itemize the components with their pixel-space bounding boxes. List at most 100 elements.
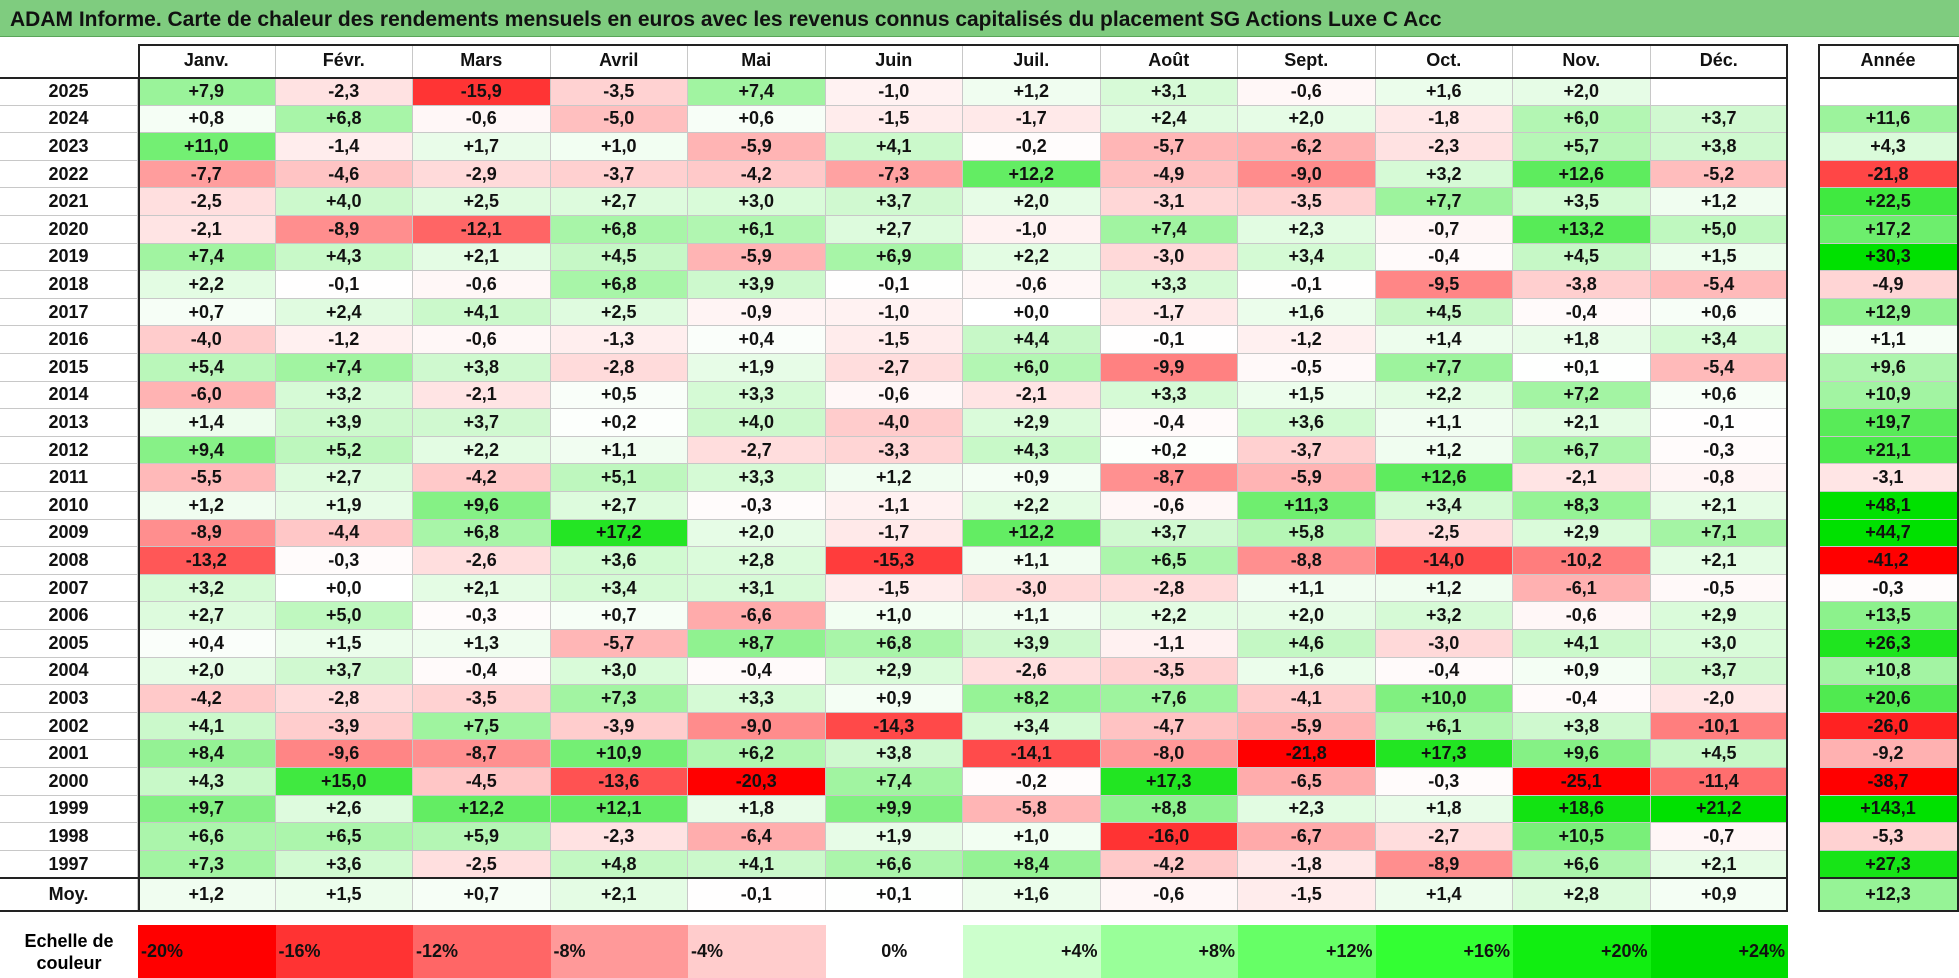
row-year-label: 2023	[0, 133, 138, 161]
heat-cell: -0,4	[1100, 409, 1238, 437]
heat-cell: -8,9	[1375, 850, 1513, 879]
heat-cell: +1,5	[275, 630, 413, 658]
heat-cell: +2,3	[1238, 795, 1376, 824]
annual-cell: +19,7	[1818, 409, 1959, 437]
heat-cell: +0,6	[1650, 381, 1788, 410]
heat-cell: -7,7	[138, 160, 276, 189]
color-scale-stop: 0%	[825, 925, 963, 978]
heat-cell: -12,1	[413, 216, 551, 244]
heat-cell: -1,1	[1100, 630, 1238, 658]
heat-cell: -0,4	[1375, 657, 1513, 686]
annual-cell: -26,0	[1818, 712, 1959, 741]
heat-cell: +4,3	[138, 768, 276, 796]
row-year-label: 2010	[0, 492, 138, 520]
average-cell: -0,6	[1100, 878, 1238, 912]
heat-cell: +3,7	[275, 657, 413, 686]
heat-cell: -14,1	[963, 740, 1101, 768]
heat-cell: +1,6	[1375, 78, 1513, 106]
heat-cell: +6,8	[413, 519, 551, 548]
heat-cell: +2,4	[275, 298, 413, 327]
heat-cell: -0,7	[1375, 216, 1513, 244]
heat-cell: +4,3	[275, 243, 413, 272]
heat-cell: +0,4	[138, 630, 276, 658]
heat-cell: +9,7	[138, 795, 276, 824]
heat-cell: -6,0	[138, 381, 276, 410]
heat-cell: +7,4	[825, 768, 963, 796]
heat-cell: +4,3	[963, 436, 1101, 465]
heat-cell: -3,0	[1375, 630, 1513, 658]
heat-cell: +1,9	[275, 492, 413, 520]
heat-cell: +6,1	[1375, 712, 1513, 741]
heat-cell: -4,6	[275, 160, 413, 189]
column-header: Mai	[688, 44, 826, 78]
title-bar: ADAM Informe. Carte de chaleur des rende…	[0, 0, 1959, 37]
heat-cell: +6,5	[275, 823, 413, 851]
column-header: Juil.	[963, 44, 1101, 78]
heat-cell: -3,9	[275, 712, 413, 741]
heat-cell: +2,7	[275, 464, 413, 492]
annual-cell: +4,3	[1818, 133, 1959, 161]
heat-cell: +3,3	[1100, 271, 1238, 299]
heat-cell: -2,0	[1650, 685, 1788, 713]
heat-cell: -0,6	[1100, 492, 1238, 520]
row-year-label: 2019	[0, 243, 138, 272]
heat-cell: +1,2	[1375, 574, 1513, 603]
header-divider-annual	[1818, 77, 1959, 79]
average-cell: +2,8	[1513, 878, 1651, 912]
heat-cell: -5,9	[1238, 464, 1376, 492]
heat-cell: +0,9	[963, 464, 1101, 492]
heat-cell: -2,8	[1100, 574, 1238, 603]
heat-cell: -0,4	[413, 657, 551, 686]
heat-cell: -1,8	[1375, 105, 1513, 134]
heat-cell: -2,7	[825, 354, 963, 382]
heat-cell: -5,2	[1650, 160, 1788, 189]
heat-cell: -9,9	[1100, 354, 1238, 382]
row-year-label: 2022	[0, 160, 138, 189]
heat-cell: +7,7	[1375, 188, 1513, 216]
annual-cell: +9,6	[1818, 354, 1959, 382]
heat-cell: -3,3	[825, 436, 963, 465]
row-year-label: 2013	[0, 409, 138, 437]
heat-cell: -5,4	[1650, 354, 1788, 382]
annual-cell: +13,5	[1818, 602, 1959, 630]
heat-cell: -0,3	[1650, 436, 1788, 465]
row-year-label: 2024	[0, 105, 138, 134]
heat-cell: +3,4	[550, 574, 688, 603]
heat-cell: -2,1	[138, 216, 276, 244]
heat-cell: -1,5	[825, 105, 963, 134]
heat-cell: -2,3	[550, 823, 688, 851]
row-year-label: 2005	[0, 630, 138, 658]
heat-cell: -3,5	[413, 685, 551, 713]
heat-cell: -1,7	[1100, 298, 1238, 327]
heat-cell: +4,5	[1375, 298, 1513, 327]
heat-cell: +1,9	[688, 354, 826, 382]
heat-cell: +5,7	[1513, 133, 1651, 161]
heat-cell: +0,7	[550, 602, 688, 630]
heat-cell: +1,7	[413, 133, 551, 161]
heat-cell: +3,3	[688, 381, 826, 410]
heat-cell: +7,4	[1100, 216, 1238, 244]
heat-cell: +3,2	[1375, 602, 1513, 630]
heat-cell: +12,6	[1513, 160, 1651, 189]
annual-cell: +44,7	[1818, 519, 1959, 548]
heat-cell: +6,0	[963, 354, 1101, 382]
heat-cell: -0,9	[688, 298, 826, 327]
heat-cell: -1,0	[825, 78, 963, 106]
annual-cell: +17,2	[1818, 216, 1959, 244]
heat-cell: +3,7	[1650, 105, 1788, 134]
heat-cell: +3,4	[963, 712, 1101, 741]
heat-cell: +2,0	[1238, 105, 1376, 134]
heat-cell: +3,3	[1100, 381, 1238, 410]
heat-cell: -6,7	[1238, 823, 1376, 851]
average-cell: +1,2	[138, 878, 276, 912]
color-scale-stop: +16%	[1375, 925, 1513, 978]
heat-cell: -4,2	[413, 464, 551, 492]
heat-cell: +7,5	[413, 712, 551, 741]
row-year-label: 2011	[0, 464, 138, 492]
heat-cell: -4,1	[1238, 685, 1376, 713]
heat-cell: +9,6	[1513, 740, 1651, 768]
heat-cell: +2,9	[825, 657, 963, 686]
heat-cell	[1650, 78, 1788, 106]
heat-cell: -0,6	[1513, 602, 1651, 630]
